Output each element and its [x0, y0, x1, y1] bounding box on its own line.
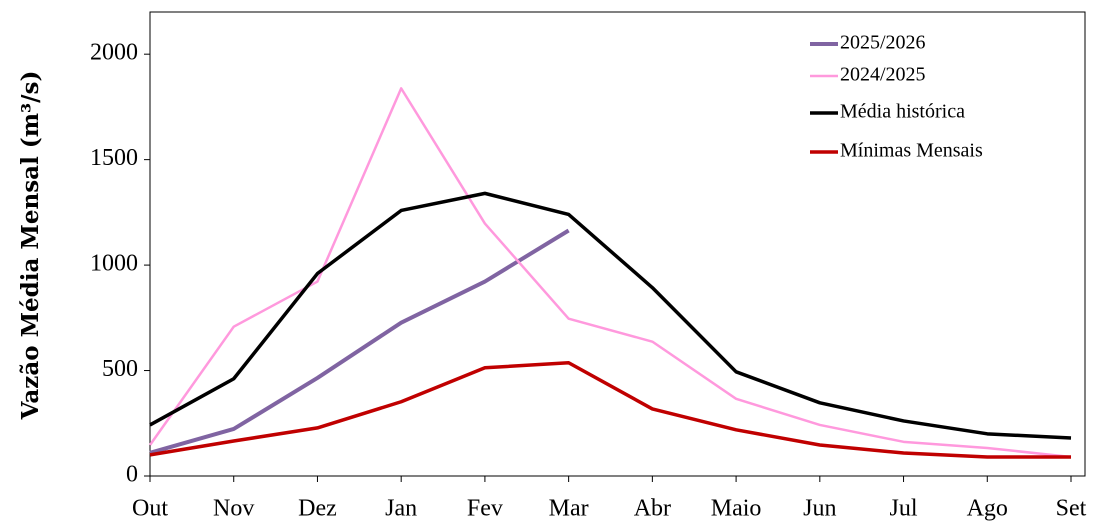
y-tick-label: 0 — [126, 462, 138, 488]
x-tick-label: Nov — [213, 496, 254, 522]
legend-label: 2024/2025 — [840, 64, 926, 86]
x-tick-label: Jul — [890, 496, 918, 522]
legend-label: Média histórica — [840, 101, 965, 123]
x-tick-label: Mar — [549, 496, 589, 522]
x-tick-label: Maio — [711, 496, 762, 522]
plot-area — [149, 11, 1086, 477]
legend-label: Mínimas Mensais — [840, 140, 983, 162]
y-tick-label: 500 — [102, 356, 138, 382]
x-tick-label: Ago — [967, 496, 1008, 522]
x-tick-label: Jun — [803, 496, 836, 522]
x-tick-label: Abr — [634, 496, 671, 522]
x-tick-label: Out — [132, 496, 168, 522]
series-line — [149, 360, 1071, 459]
y-tick-label: 1500 — [90, 145, 138, 171]
legend-label: 2025/2026 — [840, 32, 926, 54]
series-line — [149, 228, 570, 455]
y-axis-label: Vazão Média Mensal (m³/s) — [17, 71, 44, 421]
x-tick-label: Set — [1056, 496, 1087, 522]
series-line — [149, 191, 1072, 440]
y-tick-label: 2000 — [90, 40, 138, 66]
x-tick-label: Dez — [298, 496, 337, 522]
y-tick-label: 1000 — [90, 251, 138, 277]
x-tick-label: Fev — [467, 496, 503, 522]
x-tick-label: Jan — [385, 496, 417, 522]
